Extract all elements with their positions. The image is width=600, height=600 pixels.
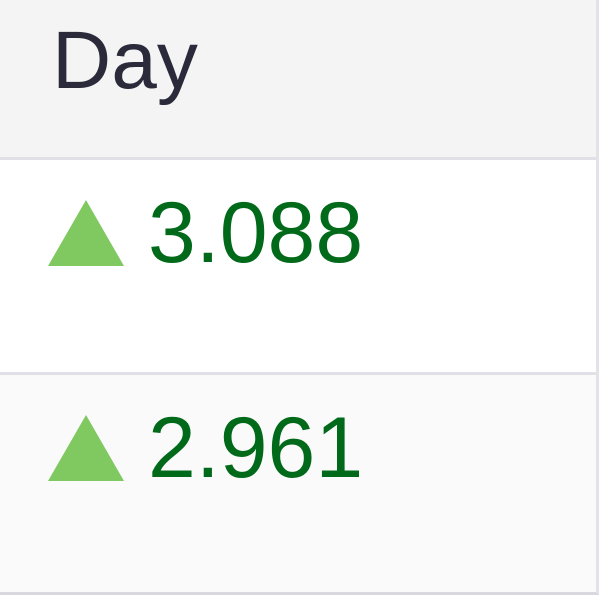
up-triangle-icon	[48, 200, 124, 266]
table-row: 3.088	[0, 160, 596, 375]
day-change-value: 3.088	[148, 185, 364, 281]
up-triangle-icon	[48, 415, 124, 481]
day-change-value: 2.961	[148, 400, 364, 496]
table-row: 2.961	[0, 375, 596, 592]
column-header-day[interactable]: Day	[0, 0, 596, 160]
column-header-label: Day	[52, 15, 198, 106]
